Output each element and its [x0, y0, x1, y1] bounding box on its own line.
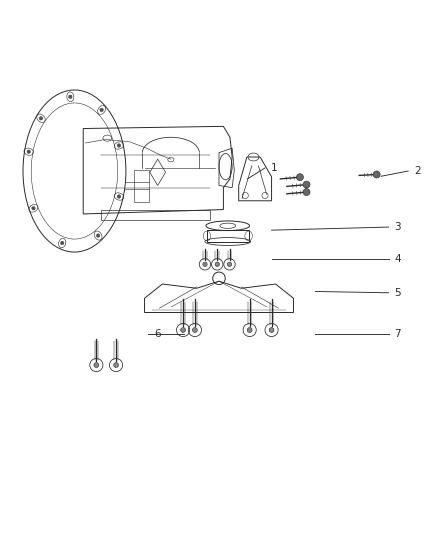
Text: 2: 2	[414, 166, 420, 176]
Circle shape	[193, 328, 197, 333]
Circle shape	[69, 95, 72, 99]
Text: 7: 7	[394, 329, 401, 340]
Circle shape	[203, 262, 207, 266]
Circle shape	[39, 117, 43, 120]
Circle shape	[215, 262, 219, 266]
Text: 3: 3	[394, 222, 401, 232]
Circle shape	[94, 362, 99, 367]
Circle shape	[117, 144, 121, 147]
Text: 5: 5	[394, 288, 401, 298]
Circle shape	[247, 328, 252, 333]
Circle shape	[32, 207, 35, 210]
Text: 1: 1	[271, 163, 277, 173]
Text: 4: 4	[394, 254, 401, 264]
Circle shape	[269, 328, 274, 333]
Circle shape	[297, 174, 304, 181]
Circle shape	[227, 262, 232, 266]
Circle shape	[303, 181, 310, 188]
Text: 6: 6	[154, 329, 161, 340]
Circle shape	[100, 108, 103, 112]
Circle shape	[96, 234, 100, 237]
Circle shape	[303, 189, 310, 196]
Circle shape	[373, 171, 380, 178]
Circle shape	[114, 362, 118, 367]
Circle shape	[117, 195, 121, 198]
Circle shape	[60, 241, 64, 245]
Circle shape	[27, 150, 31, 154]
Circle shape	[180, 328, 186, 333]
